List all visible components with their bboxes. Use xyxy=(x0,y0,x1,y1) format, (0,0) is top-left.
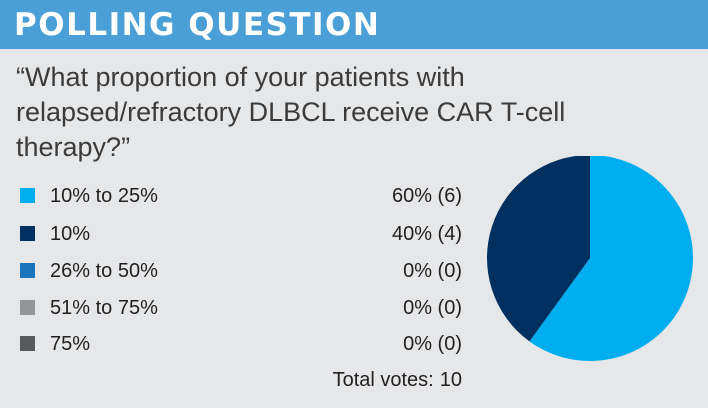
legend-label: 26% to 50% xyxy=(50,260,158,282)
pie-chart xyxy=(487,156,693,361)
legend-row: 10% 40% (4) xyxy=(20,222,468,246)
page-title: POLLING QUESTION xyxy=(14,7,381,43)
legend-row: 51% to 75% 0% (0) xyxy=(20,296,468,320)
legend-swatch xyxy=(20,336,35,351)
legend-swatch xyxy=(20,226,35,241)
pie-slice xyxy=(487,156,590,342)
legend-label: 51% to 75% xyxy=(50,297,158,319)
legend-value: 40% (4) xyxy=(391,223,462,245)
legend-row: 26% to 50% 0% (0) xyxy=(20,259,468,283)
header-bar: POLLING QUESTION xyxy=(0,0,708,49)
total-votes-label: Total votes: xyxy=(332,369,434,391)
legend-value: 0% (0) xyxy=(403,333,462,355)
legend-value: 60% (6) xyxy=(391,185,462,207)
pie-slice xyxy=(529,156,693,361)
legend-label: 10% to 25% xyxy=(50,185,158,207)
total-votes: Total votes: 10 xyxy=(333,368,462,392)
legend-swatch xyxy=(20,300,35,315)
legend-row: 10% to 25% 60% (6) xyxy=(20,184,468,208)
total-votes-value: 10 xyxy=(439,369,462,391)
legend-label: 10% xyxy=(50,223,91,245)
legend-label: 75% xyxy=(50,333,91,355)
legend-value: 0% (0) xyxy=(403,297,462,319)
legend-row: 75% 0% (0) xyxy=(20,332,468,356)
legend-swatch xyxy=(20,263,35,278)
question-text: “What proportion of your patients with r… xyxy=(16,62,566,162)
legend-swatch xyxy=(20,188,35,203)
legend-value: 0% (0) xyxy=(403,260,462,282)
